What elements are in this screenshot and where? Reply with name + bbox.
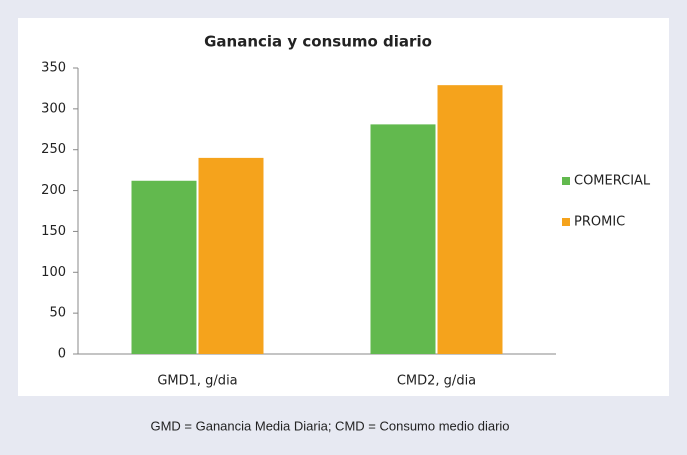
caption: GMD = Ganancia Media Diaria; CMD = Consu… xyxy=(150,418,509,433)
chart-title: Ganancia y consumo diario xyxy=(204,33,432,51)
y-tick-label: 50 xyxy=(49,306,66,321)
bar xyxy=(437,85,503,354)
legend-label: PROMIC xyxy=(574,215,625,230)
bar xyxy=(370,124,436,354)
y-tick-label: 150 xyxy=(41,224,66,239)
legend-label: COMERCIAL xyxy=(574,174,651,189)
y-tick-label: 100 xyxy=(41,265,66,280)
y-tick-label: 300 xyxy=(41,101,66,116)
x-tick-label: CMD2, g/dia xyxy=(397,374,476,389)
chart-panel xyxy=(18,18,669,396)
x-tick-label: GMD1, g/dia xyxy=(157,374,237,389)
bar xyxy=(131,180,197,354)
y-tick-label: 200 xyxy=(41,183,66,198)
bar xyxy=(198,157,264,354)
y-tick-label: 0 xyxy=(58,347,66,362)
legend-swatch xyxy=(562,218,570,226)
y-tick-label: 250 xyxy=(41,142,66,157)
legend-swatch xyxy=(562,177,570,185)
y-tick-label: 350 xyxy=(41,61,66,76)
